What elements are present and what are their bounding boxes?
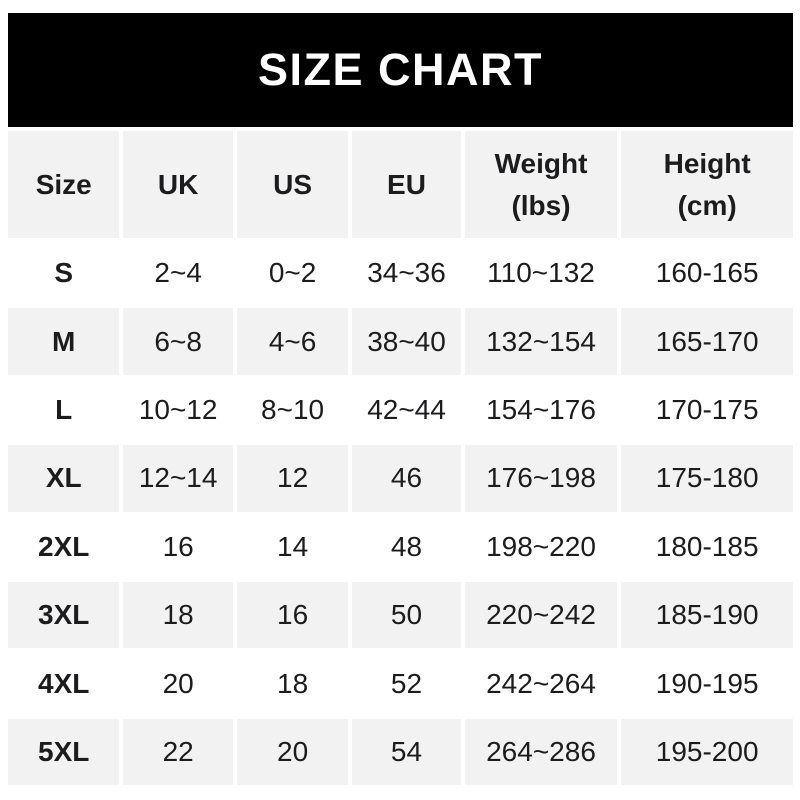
column-header: EU <box>352 131 461 238</box>
table-cell: 220~242 <box>464 581 618 649</box>
table-cell: 176~198 <box>464 445 618 512</box>
title-banner: SIZE CHART <box>8 13 793 127</box>
table-cell: 110~132 <box>487 257 595 289</box>
table-cell: 4~6 <box>236 308 349 375</box>
table-cell: 14 <box>277 530 309 562</box>
table-cell: 242~264 <box>486 667 596 699</box>
table-cell: 20 <box>236 718 349 786</box>
table-cell: 6~8 <box>123 308 233 375</box>
table-cell: 12 <box>236 445 349 512</box>
table-cell: 22 <box>123 718 233 786</box>
row-size-label: 2XL <box>38 530 90 562</box>
row-size-label: 4XL <box>38 667 90 699</box>
table-cell: 165-170 <box>621 308 793 375</box>
table-cell: 54 <box>352 718 461 786</box>
table-cell: 18 <box>277 667 309 699</box>
table-cell: 175-180 <box>621 445 793 512</box>
table-cell: 16 <box>236 581 349 649</box>
table-cell: 52 <box>390 667 423 699</box>
row-size-label: 3XL <box>8 581 120 649</box>
row-size-label: S <box>54 257 74 289</box>
table-cell: 132~154 <box>464 308 618 375</box>
table-cell: 8~10 <box>261 393 325 425</box>
table-cell: 2~4 <box>154 257 202 289</box>
table-cell: 20 <box>162 667 194 699</box>
table-cell: 38~40 <box>352 308 461 375</box>
table-cell: 198~220 <box>486 530 596 562</box>
table-cell: 34~36 <box>367 257 446 289</box>
table-cell: 195-200 <box>621 718 793 786</box>
table-cell: 154~176 <box>486 393 596 425</box>
row-size-label: XL <box>8 445 120 512</box>
table-cell: 50 <box>352 581 461 649</box>
column-header: Size <box>8 131 120 238</box>
table-cell: 18 <box>123 581 233 649</box>
column-header: US <box>236 131 349 238</box>
table-cell: 10~12 <box>138 393 218 425</box>
table-cell: 12~14 <box>123 445 233 512</box>
size-chart-table: Size UK US EU Weight (lbs) Height (cm) S 2~4 0~2… <box>8 131 793 786</box>
table-cell: 16 <box>162 530 194 562</box>
table-cell: 190-195 <box>655 667 759 699</box>
row-size-label: 5XL <box>8 718 120 786</box>
table-cell: 48 <box>390 530 423 562</box>
table-cell: 185-190 <box>621 581 793 649</box>
row-size-label: M <box>8 308 120 375</box>
table-cell: 0~2 <box>268 257 317 289</box>
column-header: Weight (lbs) <box>464 131 618 238</box>
page-title: SIZE CHART <box>258 44 543 95</box>
table-cell: 264~286 <box>464 718 618 786</box>
table-cell: 46 <box>352 445 461 512</box>
table-cell: 180-185 <box>655 530 759 562</box>
table-cell: 42~44 <box>367 393 446 425</box>
column-header: Height (cm) <box>621 131 793 238</box>
table-cell: 170-175 <box>655 393 759 425</box>
table-cell: 160-165 <box>655 257 759 289</box>
row-size-label: L <box>55 393 73 425</box>
column-header: UK <box>123 131 233 238</box>
